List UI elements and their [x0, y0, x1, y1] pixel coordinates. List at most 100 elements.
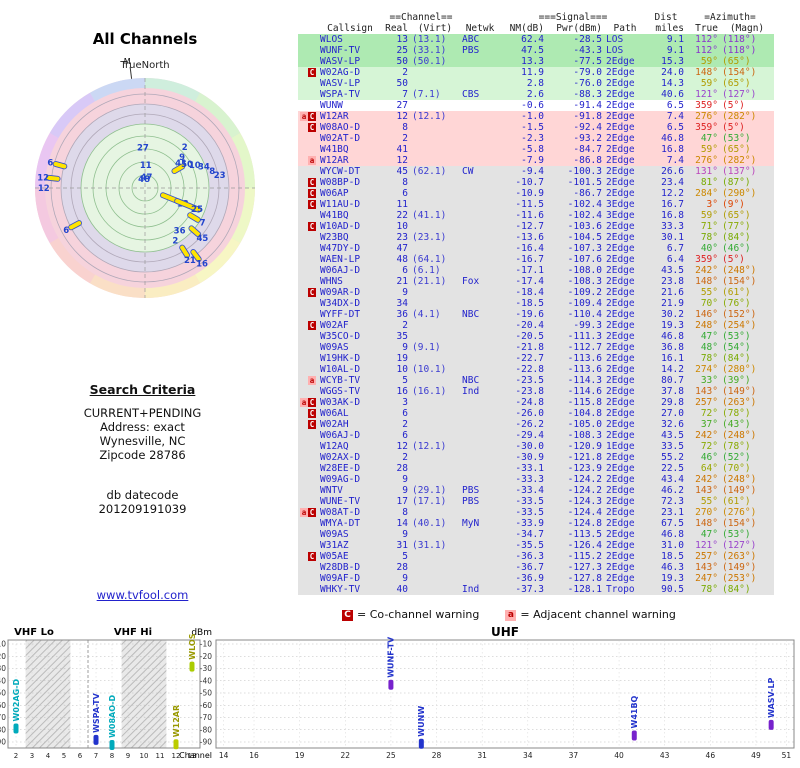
radar-rim-segment: [231, 132, 255, 189]
cell-network: [460, 397, 500, 408]
cell-azimuth-magn: (65°): [722, 56, 751, 67]
cell-virtual-channel: [410, 188, 460, 199]
cell-path: 2Edge: [606, 485, 635, 496]
co-channel-marker: C: [308, 222, 316, 231]
cell-miles: 21.6: [661, 287, 684, 298]
cell-azimuth-magn: (84°): [722, 353, 751, 364]
cell-network: PBS: [462, 496, 480, 507]
cell-virtual-channel: [410, 408, 460, 419]
channel-tick-label: 12: [172, 752, 181, 760]
signal-table: ==Channel== ===Signal=== Dist =Azimuth= …: [298, 12, 774, 595]
cell-nm-db: -11.5: [515, 199, 544, 210]
cell-real-channel: 22: [396, 210, 408, 221]
cell-azimuth-magn: (5°): [722, 122, 745, 133]
tvfool-link[interactable]: www.tvfool.com: [96, 588, 189, 602]
col-real: Real: [385, 23, 408, 34]
cell-path: 2Edge: [606, 562, 635, 573]
cell-network: [460, 320, 500, 331]
dbm-tick-label: -50: [200, 689, 212, 698]
cell-nm-db: -30.9: [515, 452, 544, 463]
cell-azimuth-magn: (65°): [722, 78, 751, 89]
table-row: W09AG-D 9 -33.3 -124.2 2Edge 43.4 242° (248°): [298, 474, 774, 485]
cell-network: [460, 474, 500, 485]
cell-miles: 12.2: [661, 188, 684, 199]
cell-callsign: WCYB-TV: [320, 375, 361, 386]
cell-miles: 55.2: [661, 452, 684, 463]
cell-path: 2Edge: [606, 375, 635, 386]
table-row: WLOS 13 (13.1) ABC 62.4 -28.5 LOS 9.1 112° (118°): [298, 34, 774, 45]
cell-pwr-dbm: -124.8: [567, 518, 602, 529]
cell-azimuth-true: 242°: [695, 474, 718, 485]
group-header-signal: ===Signal===: [538, 12, 608, 23]
cell-azimuth-magn: (263°): [722, 551, 757, 562]
cell-miles: 6.5: [666, 122, 684, 133]
cell-virtual-channel: [410, 144, 460, 155]
cell-virtual-channel: [410, 419, 460, 430]
table-row: C W08BP-D 8 -10.7 -101.5 2Edge 23.4 81° (87°): [298, 177, 774, 188]
cell-real-channel: 5: [402, 551, 408, 562]
radar-point-label: 45: [196, 234, 208, 244]
radar-point-label: 11: [140, 161, 152, 171]
cell-real-channel: 2: [402, 67, 408, 78]
warning-markers: C: [298, 419, 318, 430]
radar-point-label: 6: [63, 226, 69, 236]
cell-callsign: W06AL: [320, 408, 349, 419]
cell-real-channel: 41: [396, 144, 408, 155]
cell-miles: 46.8: [661, 133, 684, 144]
co-channel-marker: C: [308, 420, 316, 429]
cell-nm-db: -23.8: [515, 386, 544, 397]
cell-real-channel: 10: [396, 364, 408, 375]
column-header-row: Callsign Real (Virt) Netwk NM(dB) Pwr(dB…: [298, 23, 774, 34]
co-channel-marker: C: [308, 321, 316, 330]
cell-pwr-dbm: -123.9: [567, 463, 602, 474]
radar-point-label: 50: [181, 160, 193, 170]
adjacent-channel-marker: a: [300, 508, 308, 517]
cell-nm-db: 47.5: [521, 45, 544, 56]
radar-pill: [179, 244, 190, 259]
cell-miles: 30.2: [661, 309, 684, 320]
col-callsign: Callsign: [327, 23, 373, 34]
cell-virtual-channel: (10.1): [412, 364, 447, 375]
cell-pwr-dbm: -79.0: [573, 67, 602, 78]
cell-path: 2Edge: [606, 276, 635, 287]
cell-path: 2Edge: [606, 320, 635, 331]
cell-callsign: W02AT-D: [320, 133, 361, 144]
chart-legend: C = Co-channel warning a = Adjacent channe…: [342, 608, 676, 621]
station-label: W08AO-D: [108, 694, 117, 737]
col-netwk: Netwk: [465, 23, 495, 34]
cell-azimuth-magn: (118°): [722, 45, 757, 56]
cell-nm-db: -18.5: [515, 298, 544, 309]
cell-real-channel: 9: [402, 342, 408, 353]
cell-real-channel: 48: [396, 254, 408, 265]
cell-real-channel: 9: [402, 474, 408, 485]
cell-azimuth-true: 48°: [700, 342, 718, 353]
table-row: WHNS 21 (21.1) Fox -17.4 -108.3 2Edge 23.8 148° (…: [298, 276, 774, 287]
cell-real-channel: 27: [396, 100, 408, 111]
cell-pwr-dbm: -114.6: [567, 386, 602, 397]
cell-real-channel: 7: [402, 89, 408, 100]
cell-path: 2Edge: [606, 78, 635, 89]
warning-markers: a: [298, 155, 318, 166]
table-row: C W11AU-D 11 -11.5 -102.4 3Edge 16.7 3° (9°): [298, 199, 774, 210]
warning-markers: [298, 584, 318, 595]
cell-callsign: W31AZ: [320, 540, 349, 551]
warning-markers: [298, 276, 318, 287]
station-marker: [768, 719, 774, 730]
cell-azimuth-magn: (43°): [722, 419, 751, 430]
cell-pwr-dbm: -109.4: [567, 298, 602, 309]
cell-network: [460, 408, 500, 419]
cell-azimuth-true: 55°: [700, 496, 718, 507]
cell-network: [460, 56, 500, 67]
cell-azimuth-true: 146°: [695, 309, 718, 320]
cell-miles: 36.8: [661, 342, 684, 353]
cell-azimuth-magn: (149°): [722, 485, 757, 496]
cell-miles: 29.8: [661, 397, 684, 408]
cell-network: [460, 353, 500, 364]
cell-virtual-channel: (16.1): [412, 386, 447, 397]
cell-network: [460, 419, 500, 430]
cell-nm-db: -0.6: [521, 100, 544, 111]
cell-miles: 23.8: [661, 276, 684, 287]
cell-network: [460, 452, 500, 463]
cell-azimuth-magn: (254°): [722, 320, 757, 331]
warning-markers: [298, 573, 318, 584]
